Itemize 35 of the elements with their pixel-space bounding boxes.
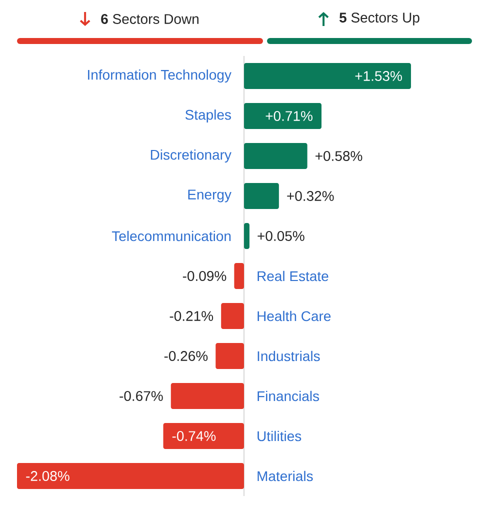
bar: [234, 263, 244, 290]
data-label: -0.67%: [120, 391, 163, 401]
y-tick-label: Utilities: [258, 430, 302, 442]
data-label: -2.08%: [26, 471, 70, 481]
data-label: -0.26%: [164, 351, 208, 361]
bar: [221, 303, 244, 330]
bar: [244, 103, 322, 130]
data-label: -0.74%: [172, 431, 216, 441]
data-label: +0.32%: [287, 191, 334, 201]
y-tick-label: Health Care: [258, 310, 331, 322]
y-tick-label: Materials: [258, 470, 313, 482]
y-tick-label: Discretionary: [150, 149, 232, 163]
data-label: -0.21%: [170, 311, 214, 321]
bar: [216, 343, 244, 370]
y-tick-label: Staples: [185, 109, 231, 123]
bar: [244, 183, 279, 210]
data-label: +0.58%: [316, 151, 362, 161]
y-tick-label: Industrials: [258, 350, 320, 362]
y-tick-label: Energy: [188, 190, 232, 202]
text: 5 Sectors Up: [339, 12, 420, 26]
bar: [244, 63, 411, 90]
bar: [163, 423, 244, 450]
y-tick-label: Financials: [258, 390, 320, 402]
bar: [244, 143, 308, 170]
y-tick-label: Real Estate: [258, 270, 328, 282]
data-label: +0.05%: [258, 231, 304, 241]
y-tick-label: Telecommunication: [112, 230, 231, 242]
data-label: -0.09%: [182, 271, 226, 281]
bar: [244, 223, 250, 250]
data-label: +0.71%: [266, 111, 312, 121]
data-label: +1.53%: [355, 71, 402, 81]
bar: [170, 383, 244, 410]
text: 6 Sectors Down: [101, 14, 198, 24]
bar: [17, 463, 244, 490]
y-tick-label: Information Technology: [88, 69, 232, 83]
